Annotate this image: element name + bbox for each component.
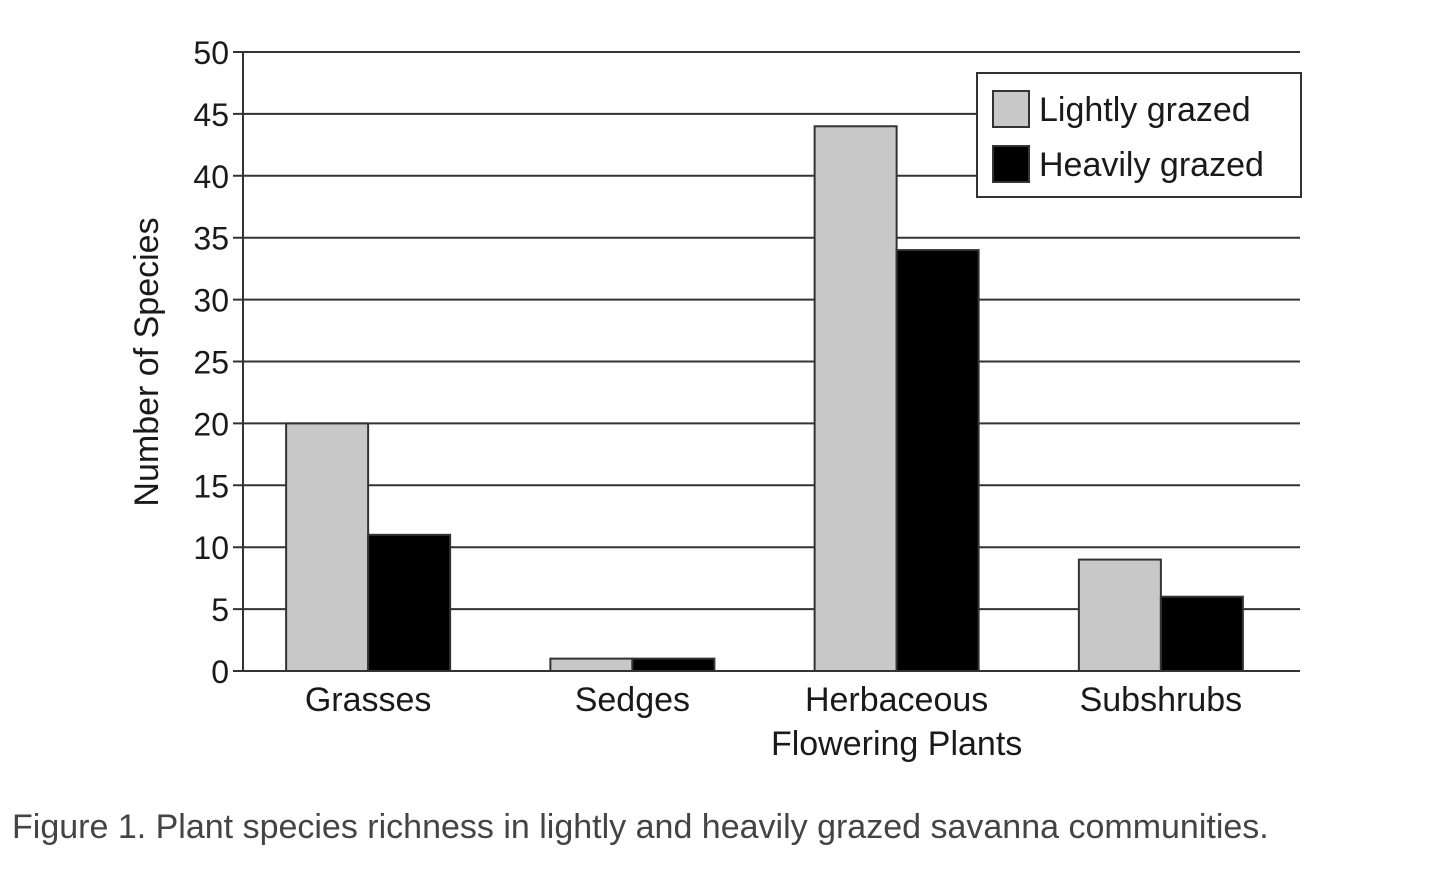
bar-lightly-grazed-sedges xyxy=(549,657,634,672)
x-axis-category-labels: Grasses Sedges Herbaceous Flowering Plants S… xyxy=(305,681,1242,763)
y-tick-label: 5 xyxy=(211,592,229,628)
x-category-label: Flowering Plants xyxy=(771,725,1022,763)
y-tick-label: 45 xyxy=(193,97,229,133)
legend-label-heavily-grazed: Heavily grazed xyxy=(1039,146,1264,184)
x-category-label: Herbaceous xyxy=(805,681,988,719)
legend-box xyxy=(976,72,1302,198)
y-tick-label: 15 xyxy=(193,468,229,504)
bar-heavily-grazed-sedges xyxy=(631,657,716,672)
bar-heavily-grazed-subshrubs xyxy=(1159,595,1244,672)
bar-lightly-grazed-herbaceous-flowering-plants xyxy=(813,125,898,672)
legend-swatch-lightly-grazed xyxy=(992,90,1030,128)
bar-lightly-grazed-subshrubs xyxy=(1077,558,1162,673)
legend: Lightly grazed Heavily grazed xyxy=(976,72,1302,198)
y-axis-tick-labels: 0 5 10 15 20 25 30 35 40 45 50 xyxy=(193,35,229,690)
y-tick-label: 50 xyxy=(193,35,229,71)
y-tick-label: 25 xyxy=(193,345,229,381)
x-category-label: Sedges xyxy=(575,681,690,719)
bar-lightly-grazed-grasses xyxy=(285,422,370,672)
bar-heavily-grazed-grasses xyxy=(367,533,452,672)
legend-label-lightly-grazed: Lightly grazed xyxy=(1039,91,1251,129)
legend-swatch-heavily-grazed xyxy=(992,145,1030,183)
y-tick-label: 20 xyxy=(193,406,229,442)
y-tick-label: 10 xyxy=(193,530,229,566)
x-category-label: Subshrubs xyxy=(1080,681,1243,719)
y-tick-label: 30 xyxy=(193,283,229,319)
x-category-label: Grasses xyxy=(305,681,432,719)
y-tick-label: 35 xyxy=(193,221,229,257)
bar-chart: 0 5 10 15 20 25 30 35 40 45 50 Number of Species G… xyxy=(128,35,1302,763)
y-axis-label: Number of Species xyxy=(128,217,166,506)
y-tick-label: 40 xyxy=(193,159,229,195)
figure-caption: Figure 1. Plant species richness in ligh… xyxy=(12,808,1269,846)
bars xyxy=(285,125,1244,673)
y-tick-label: 0 xyxy=(211,654,229,690)
bar-heavily-grazed-herbaceous-flowering-plants xyxy=(895,249,980,673)
